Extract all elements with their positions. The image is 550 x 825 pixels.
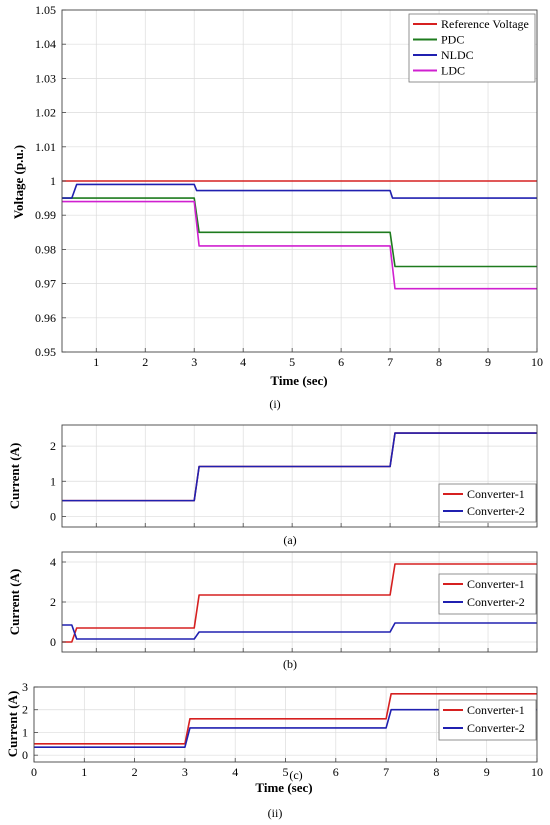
current-c-x-axis-label: Time (sec)	[255, 780, 312, 795]
current-c-y-axis-label: Current (A)	[5, 691, 20, 758]
x-tick-label: 2	[132, 765, 138, 779]
y-tick-label: 1	[50, 474, 56, 488]
y-tick-label: 1.05	[35, 3, 56, 17]
current-a-caption: (a)	[283, 533, 296, 547]
legend-entry-label: LDC	[441, 64, 465, 78]
y-tick-label: 2	[50, 595, 56, 609]
current-chart-a-panel: 012 Current (A) (a) Converter-1Converter…	[7, 424, 538, 547]
x-tick-label: 8	[436, 355, 442, 369]
figure-caption: (ii)	[268, 806, 283, 820]
legend-box	[438, 483, 537, 523]
x-tick-label: 3	[191, 355, 197, 369]
legend-entry-label: Converter-2	[467, 504, 525, 518]
series-line-ldc	[62, 200, 537, 290]
current-c-legend: Converter-1 Converter-2	[438, 699, 537, 741]
y-tick-label: 0.95	[35, 345, 56, 359]
x-tick-label: 3	[182, 765, 188, 779]
voltage-y-axis-label: Voltage (p.u.)	[11, 145, 26, 219]
y-tick-label: 1	[22, 725, 28, 739]
current-c-caption: (c)	[289, 768, 302, 782]
x-tick-label: 9	[484, 765, 490, 779]
legend-entry-label: PDC	[441, 33, 464, 47]
series-line-converter-1	[34, 693, 537, 745]
legend-entry-label: Converter-1	[467, 577, 525, 591]
voltage-series-group	[62, 180, 537, 290]
x-tick-label: 5	[289, 355, 295, 369]
current-a-legend: Converter-1 Converter-2	[438, 483, 537, 523]
x-tick-label: 10	[531, 765, 543, 779]
y-tick-label: 0	[50, 509, 56, 523]
y-tick-label: 2	[22, 703, 28, 717]
x-tick-label: 0	[31, 765, 37, 779]
series-line-converter-1	[62, 563, 537, 643]
y-tick-label: 0.97	[35, 277, 56, 291]
x-tick-label: 7	[383, 765, 389, 779]
legend-entry-label: Converter-2	[467, 595, 525, 609]
y-tick-label: 1.01	[35, 140, 56, 154]
current-b-caption: (b)	[283, 657, 297, 671]
x-tick-label: 1	[93, 355, 99, 369]
y-tick-label: 2	[50, 439, 56, 453]
series-line-converter-2	[62, 432, 537, 502]
current-a-series-group	[62, 432, 537, 502]
legend-box	[438, 699, 537, 741]
x-tick-label: 4	[232, 765, 238, 779]
x-tick-label: 1	[81, 765, 87, 779]
y-tick-label: 3	[22, 680, 28, 694]
series-line-pdc	[62, 197, 537, 268]
series-line-converter-2	[34, 708, 537, 749]
x-tick-label: 4	[240, 355, 246, 369]
current-b-ticks: 0 2 4	[50, 555, 538, 652]
legend-entry-label: NLDC	[441, 48, 474, 62]
current-b-series-group	[62, 563, 537, 643]
x-tick-label: 6	[338, 355, 344, 369]
current-c-series-group	[34, 693, 537, 749]
y-tick-label: 1	[50, 174, 56, 188]
voltage-ticks: 0.95 0.96 0.97 0.98 0.99 1 1.01 1.02 1.03 1.04 1.0…	[35, 3, 543, 369]
y-tick-label: 1.03	[35, 71, 56, 85]
current-a-y-axis-label: Current (A)	[7, 443, 22, 510]
legend-entry-label: Converter-2	[467, 721, 525, 735]
x-tick-label: 5	[283, 765, 289, 779]
legend-box	[438, 573, 537, 615]
voltage-x-axis-label: Time (sec)	[270, 373, 327, 388]
y-tick-label: 0	[22, 748, 28, 762]
legend-entry-label: Converter-1	[467, 487, 525, 501]
series-line-converter-2	[62, 622, 537, 640]
x-tick-label: 9	[485, 355, 491, 369]
y-tick-label: 1.04	[35, 37, 56, 51]
current-b-legend: Converter-1 Converter-2	[438, 573, 537, 615]
x-tick-label: 7	[387, 355, 393, 369]
legend-entry-label: Converter-1	[467, 703, 525, 717]
current-c-ticks: 0 1 2 3 0 1 2 3 4 5 6 7 8 9 10	[22, 680, 543, 779]
x-tick-label: 6	[333, 765, 339, 779]
y-tick-label: 0	[50, 635, 56, 649]
legend-entry-label: Reference Voltage	[441, 17, 529, 31]
current-a-plot-frame	[61, 424, 538, 528]
x-tick-label: 8	[433, 765, 439, 779]
y-tick-label: 0.96	[35, 311, 56, 325]
y-tick-label: 1.02	[35, 106, 56, 120]
y-tick-label: 0.98	[35, 242, 56, 256]
y-tick-label: 0.99	[35, 208, 56, 222]
series-line-nldc	[62, 183, 537, 199]
y-tick-label: 4	[50, 555, 56, 569]
current-a-ticks: 0 1 2	[50, 439, 538, 527]
x-tick-label: 2	[142, 355, 148, 369]
x-tick-label: 10	[531, 355, 543, 369]
voltage-chart-caption: (i)	[269, 397, 280, 411]
voltage-chart-panel: 0.95 0.96 0.97 0.98 0.99 1 1.01 1.02 1.03 1.04 1.0…	[11, 3, 543, 411]
current-b-y-axis-label: Current (A)	[7, 569, 22, 636]
current-chart-b-panel: 024 Current (A) (b) Converter-1Converter…	[7, 551, 538, 671]
